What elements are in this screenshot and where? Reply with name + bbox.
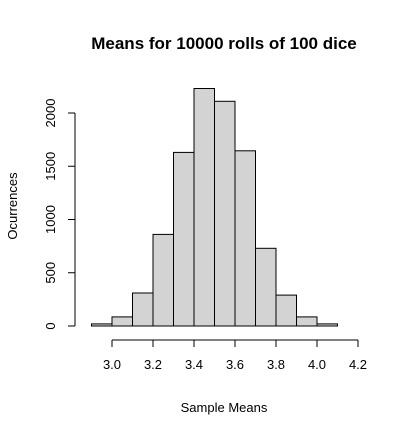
- y-tick-label-2: 1000: [43, 205, 58, 234]
- bar-6: [214, 100, 236, 327]
- y-tick-label-0: 0: [43, 322, 58, 329]
- x-tick-label-6: 4.2: [349, 357, 367, 372]
- chart-title: Means for 10000 rolls of 100 dice: [91, 34, 357, 53]
- bar-8: [255, 247, 277, 327]
- bar-1: [111, 316, 133, 327]
- x-tick-label-3: 3.6: [226, 357, 244, 372]
- bar-2: [132, 292, 154, 327]
- x-tick-label-4: 3.8: [267, 357, 285, 372]
- bar-9: [275, 294, 297, 327]
- y-tick-label-4: 2000: [43, 99, 58, 128]
- bar-0: [91, 323, 113, 327]
- x-axis-label: Sample Means: [181, 400, 268, 415]
- y-tick-label-1: 500: [43, 262, 58, 284]
- y-axis: 0 500 1000 1500 2000: [43, 99, 76, 330]
- bar-4: [173, 151, 195, 327]
- x-axis: 3.0 3.2 3.4 3.6 3.8 4.0 4.2: [103, 339, 367, 372]
- x-tick-label-2: 3.4: [185, 357, 203, 372]
- x-tick-label-0: 3.0: [103, 357, 121, 372]
- bar-7: [234, 150, 256, 327]
- bar-11: [316, 323, 338, 327]
- bar-10: [296, 316, 318, 327]
- x-tick-label-1: 3.2: [144, 357, 162, 372]
- x-tick-label-5: 4.0: [308, 357, 326, 372]
- y-tick-label-3: 1500: [43, 152, 58, 181]
- bar-3: [152, 233, 174, 327]
- y-axis-label: Ocurrences: [5, 172, 20, 240]
- bar-5: [193, 88, 215, 327]
- bars-group: [91, 88, 338, 327]
